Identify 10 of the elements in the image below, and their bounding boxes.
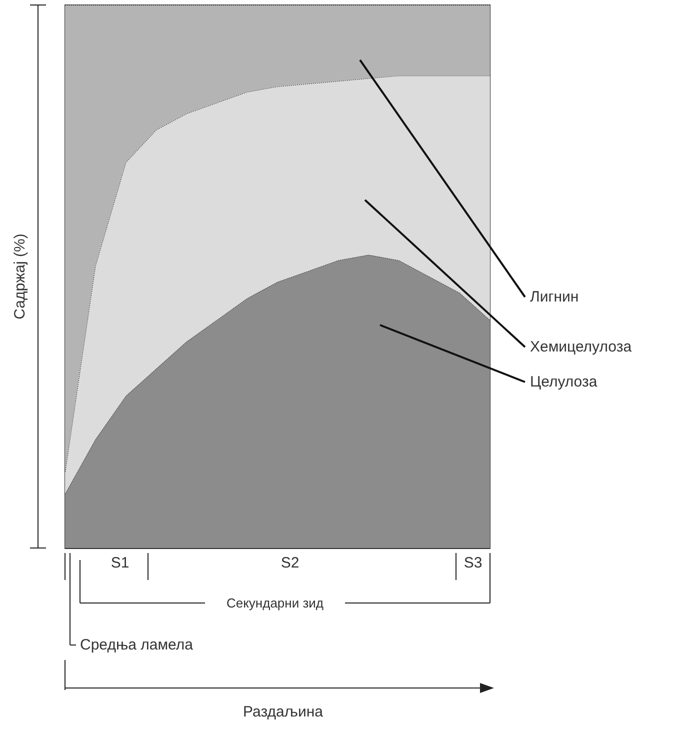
text: S2 — [280, 554, 300, 572]
text: Хемицелулоза — [530, 338, 632, 356]
text: S1 — [110, 554, 130, 572]
text: Лигнин — [530, 288, 579, 306]
text: S3 — [464, 554, 482, 572]
text: Средња ламела — [80, 636, 194, 654]
text: Раздаљина — [243, 704, 324, 720]
text: Целулоза — [530, 374, 598, 390]
y-axis-title: Садржај (%) — [12, 234, 28, 320]
text: Секундарни зид — [226, 596, 324, 610]
